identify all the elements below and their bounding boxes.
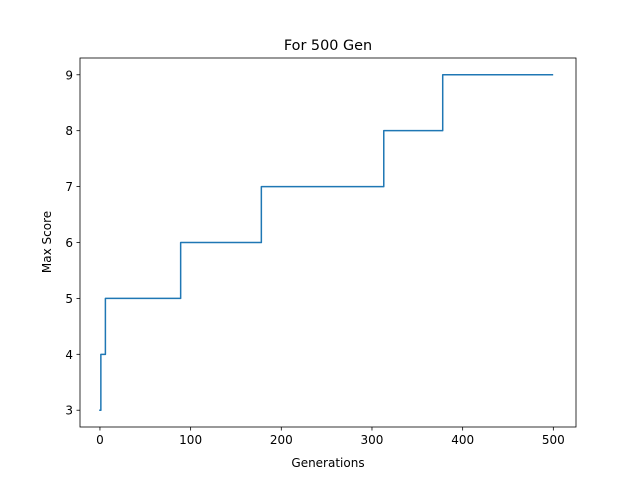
plot-area: 0 100 200 300 400 500 3 4 5 6 7 8 9 [65, 57, 577, 447]
y-tick-label-5: 5 [65, 292, 73, 306]
series-line-0 [99, 74, 554, 411]
x-tick-label-0: 0 [96, 433, 104, 447]
y-tick-label-9: 9 [65, 68, 73, 82]
y-tick-label-3: 3 [65, 404, 73, 418]
x-tick-label-500: 500 [542, 433, 565, 447]
chart-title: For 500 Gen [284, 38, 372, 54]
x-tick-label-200: 200 [270, 433, 293, 447]
x-tick-label-300: 300 [361, 433, 384, 447]
y-axis-label: Max Score [40, 211, 54, 273]
x-tick-label-400: 400 [451, 433, 474, 447]
y-tick-label-4: 4 [65, 348, 73, 362]
x-axis-label: Generations [291, 456, 364, 470]
x-tick-label-100: 100 [179, 433, 202, 447]
y-tick-label-6: 6 [65, 236, 73, 250]
y-tick-label-7: 7 [65, 180, 73, 194]
y-tick-label-8: 8 [65, 124, 73, 138]
